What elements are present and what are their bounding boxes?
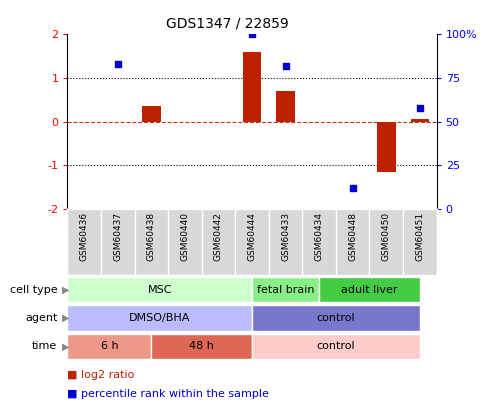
Text: GSM60448: GSM60448: [348, 212, 357, 261]
Text: cell type: cell type: [10, 285, 57, 294]
Text: GSM60437: GSM60437: [113, 212, 122, 261]
Text: 6 h: 6 h: [100, 341, 118, 351]
Bar: [276, 91, 295, 122]
Text: GSM60451: GSM60451: [415, 212, 424, 261]
Bar: [377, 122, 396, 172]
Text: GSM60442: GSM60442: [214, 212, 223, 261]
Bar: [243, 52, 261, 122]
Text: GSM60436: GSM60436: [80, 212, 89, 261]
Text: GDS1347 / 22859: GDS1347 / 22859: [166, 16, 288, 30]
Bar: [67, 305, 252, 330]
Text: GSM60438: GSM60438: [147, 212, 156, 261]
Text: GSM60434: GSM60434: [315, 212, 324, 261]
Text: ▶: ▶: [62, 285, 70, 294]
Point: [281, 62, 289, 69]
Text: GSM60440: GSM60440: [180, 212, 189, 261]
Text: GSM60433: GSM60433: [281, 212, 290, 261]
Text: 48 h: 48 h: [189, 341, 214, 351]
Text: ▶: ▶: [62, 313, 70, 323]
Bar: [67, 334, 151, 359]
Text: MSC: MSC: [147, 285, 172, 294]
Bar: [252, 305, 420, 330]
Bar: [252, 277, 319, 302]
Text: ■ percentile rank within the sample: ■ percentile rank within the sample: [67, 389, 269, 399]
Bar: [411, 119, 429, 122]
Text: fetal brain: fetal brain: [257, 285, 314, 294]
Point: [248, 31, 256, 38]
Text: control: control: [316, 341, 355, 351]
Text: ▶: ▶: [62, 341, 70, 351]
Text: GSM60444: GSM60444: [248, 212, 256, 261]
Text: ■ log2 ratio: ■ log2 ratio: [67, 370, 135, 379]
Bar: [151, 334, 252, 359]
Bar: [142, 106, 161, 121]
Text: control: control: [316, 313, 355, 323]
Bar: [67, 277, 252, 302]
Bar: [252, 334, 420, 359]
Text: GSM60450: GSM60450: [382, 212, 391, 261]
Point: [114, 61, 122, 67]
Bar: [319, 277, 420, 302]
Point: [416, 104, 424, 111]
Point: [349, 184, 357, 191]
Text: time: time: [32, 341, 57, 351]
Text: adult liver: adult liver: [341, 285, 398, 294]
Text: agent: agent: [25, 313, 57, 323]
Text: DMSO/BHA: DMSO/BHA: [129, 313, 190, 323]
